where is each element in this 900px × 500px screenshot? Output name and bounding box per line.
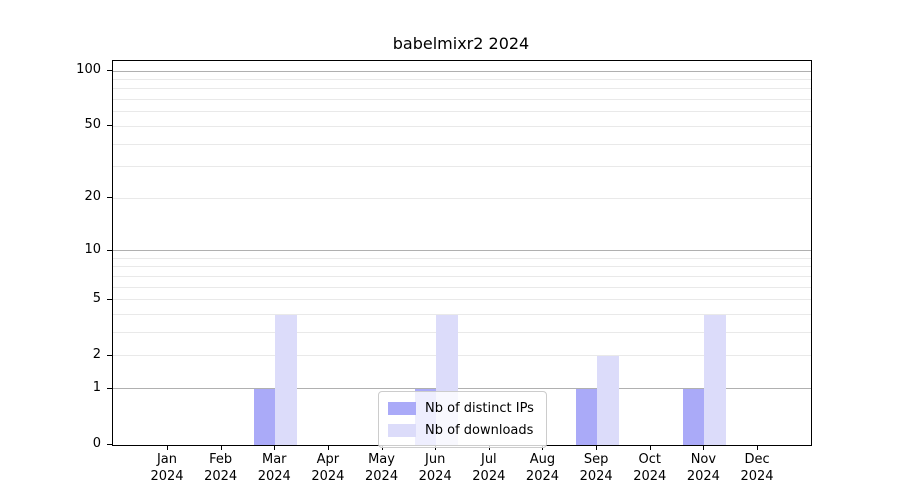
y-tick-mark: [107, 70, 112, 72]
y-tick-label: 5: [92, 290, 101, 306]
x-tick-month: Dec: [744, 452, 770, 467]
minor-gridline: [113, 197, 811, 199]
x-tick-month: May: [368, 452, 395, 467]
y-tick-label: 20: [84, 189, 101, 205]
plot-area: [112, 60, 812, 446]
x-tick-label: Sep 2024: [566, 451, 626, 485]
legend-label: Nb of downloads: [425, 422, 534, 438]
x-tick-label: Feb 2024: [191, 451, 251, 485]
y-tick-label: 2: [92, 346, 101, 362]
x-tick-year: 2024: [686, 469, 720, 484]
minor-gridline: [113, 166, 811, 168]
x-tick-mark: [220, 446, 222, 450]
bar-nov-downloads: [704, 314, 726, 445]
x-tick-month: Apr: [316, 452, 340, 467]
y-tick-mark: [107, 125, 112, 127]
y-tick-mark: [107, 197, 112, 199]
x-tick-month: Nov: [690, 452, 717, 467]
x-tick-year: 2024: [525, 469, 560, 484]
y-tick-mark: [107, 444, 112, 445]
x-tick-year: 2024: [472, 469, 506, 484]
x-tick-mark: [381, 446, 383, 450]
bar-sep-downloads: [597, 355, 619, 445]
x-tick-mark: [274, 446, 276, 450]
x-tick-mark: [757, 446, 759, 450]
x-tick-year: 2024: [150, 469, 184, 484]
x-tick-mark: [596, 446, 598, 450]
x-tick-year: 2024: [740, 469, 774, 484]
x-tick-year: 2024: [633, 469, 667, 484]
legend-swatch: [388, 423, 416, 437]
major-gridline: [113, 250, 811, 252]
minor-gridline: [113, 257, 811, 259]
minor-gridline: [113, 78, 811, 80]
chart-title: babelmixr2 2024: [392, 34, 530, 53]
legend-row: Nb of downloads: [388, 419, 534, 441]
minor-gridline: [113, 355, 811, 357]
y-tick-mark: [107, 298, 112, 300]
minor-gridline: [113, 111, 811, 113]
x-tick-year: 2024: [204, 469, 238, 484]
x-tick-mark: [542, 446, 544, 450]
x-tick-month: Aug: [529, 452, 556, 467]
x-tick-year: 2024: [257, 469, 291, 484]
minor-gridline: [113, 286, 811, 288]
y-tick-mark: [107, 354, 112, 356]
x-tick-year: 2024: [365, 469, 399, 484]
x-tick-month: Jul: [480, 452, 497, 467]
y-tick-label: 100: [76, 62, 101, 78]
y-tick-mark: [107, 387, 112, 389]
y-tick-label: 1: [92, 379, 101, 395]
x-tick-label: Jun 2024: [405, 451, 465, 485]
x-tick-month: Feb: [209, 452, 233, 467]
minor-gridline: [113, 299, 811, 301]
x-tick-month: Sep: [583, 452, 609, 467]
minor-gridline: [113, 88, 811, 90]
x-tick-year: 2024: [311, 469, 345, 484]
bar-nov-distinct-ips: [682, 388, 705, 445]
x-tick-month: Mar: [262, 452, 287, 467]
major-gridline: [113, 70, 811, 72]
x-tick-mark: [649, 446, 651, 450]
x-tick-label: Oct 2024: [620, 451, 680, 485]
minor-gridline: [113, 266, 811, 268]
bar-sep-distinct-ips: [575, 388, 598, 445]
bar-mar-downloads: [275, 314, 297, 445]
x-tick-label: Mar 2024: [244, 451, 304, 485]
y-tick-label: 50: [84, 117, 101, 133]
legend-row: Nb of distinct IPs: [388, 397, 534, 419]
x-tick-month: Jun: [425, 452, 446, 467]
x-tick-mark: [488, 446, 490, 450]
x-tick-label: Dec 2024: [727, 451, 787, 485]
legend-label: Nb of distinct IPs: [425, 400, 534, 416]
x-tick-mark: [703, 446, 705, 450]
x-tick-mark: [435, 446, 437, 450]
x-tick-mark: [327, 446, 329, 450]
x-tick-label: Nov 2024: [673, 451, 733, 485]
x-tick-label: Jan 2024: [137, 451, 197, 485]
minor-gridline: [113, 143, 811, 145]
x-tick-year: 2024: [418, 469, 452, 484]
x-tick-mark: [167, 446, 168, 450]
bar-mar-distinct-ips: [253, 388, 276, 445]
x-tick-label: Jul 2024: [459, 451, 519, 485]
minor-gridline: [113, 99, 811, 101]
x-tick-year: 2024: [579, 469, 613, 484]
y-tick-label: 10: [84, 241, 101, 257]
x-tick-label: May 2024: [352, 451, 412, 485]
minor-gridline: [113, 275, 811, 277]
legend-swatch: [388, 401, 416, 415]
x-tick-label: Aug 2024: [512, 451, 572, 485]
x-tick-month: Oct: [638, 452, 661, 467]
minor-gridline: [113, 125, 811, 127]
major-gridline: [113, 388, 811, 390]
x-tick-label: Apr 2024: [298, 451, 358, 485]
minor-gridline: [113, 332, 811, 334]
y-tick-mark: [107, 249, 112, 251]
legend: Nb of distinct IPs Nb of downloads: [378, 391, 547, 448]
minor-gridline: [113, 314, 811, 316]
y-tick-label: 0: [92, 436, 101, 451]
x-tick-month: Jan: [156, 452, 178, 467]
